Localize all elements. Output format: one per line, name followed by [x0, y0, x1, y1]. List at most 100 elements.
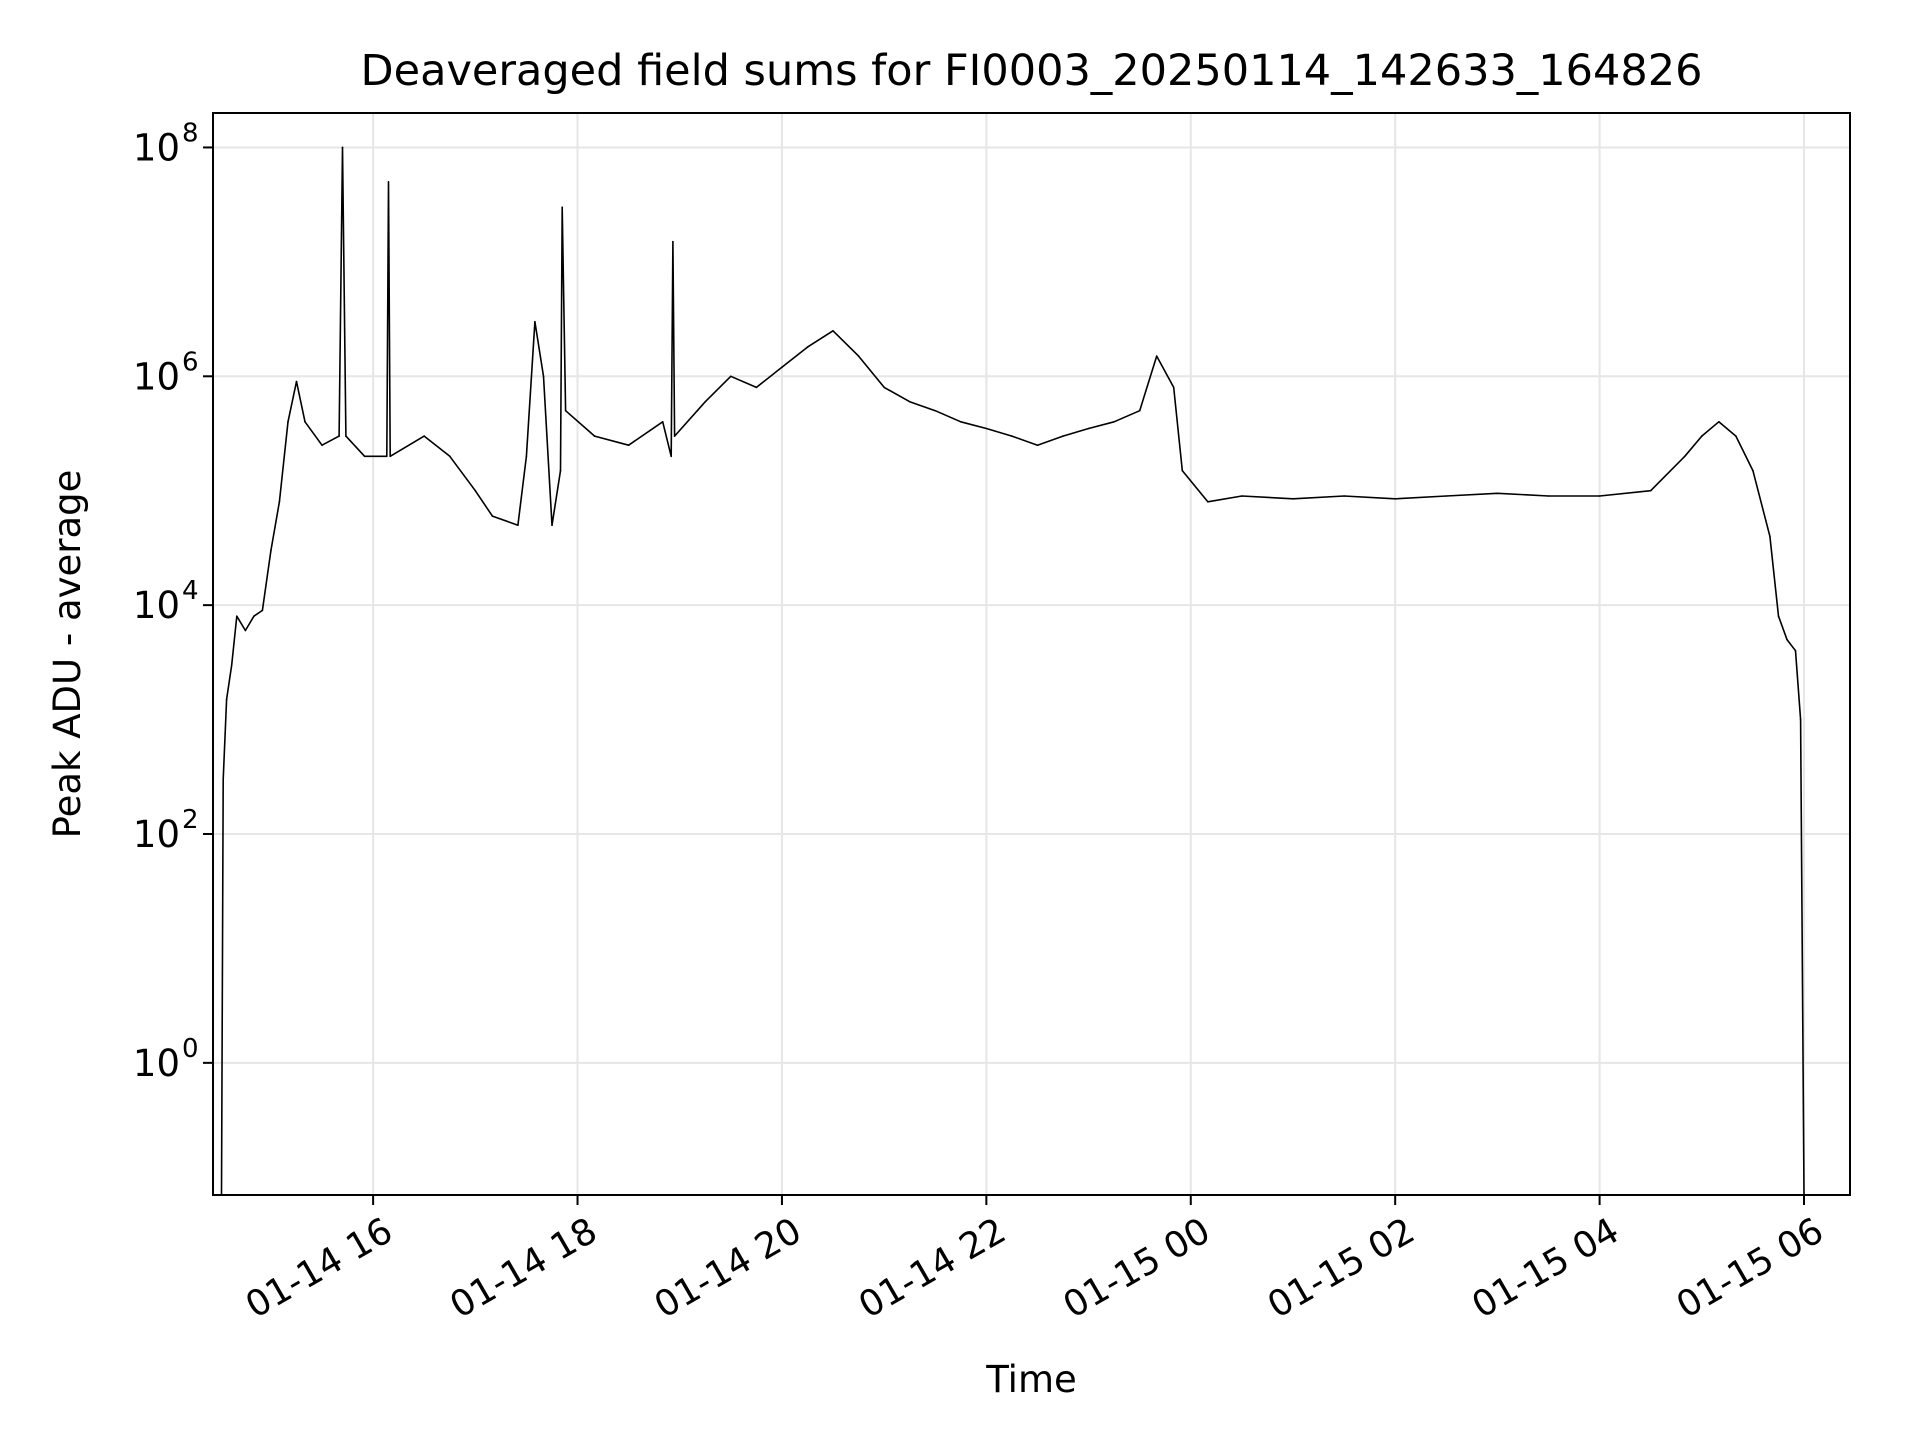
data-point — [1718, 421, 1720, 423]
data-point — [1394, 498, 1396, 500]
data-point — [755, 386, 758, 389]
data-point — [389, 455, 392, 458]
y-tick-base: 10 — [133, 813, 180, 856]
data-point — [1181, 469, 1184, 472]
data-point — [673, 435, 676, 437]
y-tick-base: 10 — [133, 584, 180, 627]
data-point — [236, 615, 238, 617]
data-point — [345, 435, 347, 437]
y-tick-label: 10 — [133, 584, 180, 627]
data-point — [564, 409, 567, 412]
data-point — [225, 698, 228, 701]
data-point — [1445, 495, 1448, 497]
data-point — [491, 515, 494, 517]
y-tick-exponent: 4 — [182, 576, 199, 606]
data-point — [1547, 495, 1550, 497]
data-point — [387, 181, 390, 183]
data-point — [1241, 495, 1243, 497]
data-point — [985, 427, 988, 430]
data-point — [672, 240, 674, 243]
data-point — [1172, 386, 1175, 389]
data-point — [474, 489, 477, 492]
y-axis-label: Peak ADU - average — [46, 470, 89, 839]
data-point — [934, 409, 937, 412]
y-tick-label: 10 — [133, 355, 180, 398]
data-point — [534, 320, 536, 323]
data-point — [730, 375, 732, 378]
data-point — [1649, 489, 1652, 492]
data-point — [857, 355, 860, 357]
data-point — [253, 615, 255, 617]
data-point — [304, 421, 306, 423]
data-point — [661, 421, 664, 423]
data-point — [559, 469, 562, 472]
data-point — [423, 435, 426, 437]
y-tick-label: 10 — [133, 813, 180, 856]
data-point — [363, 455, 366, 458]
data-point — [270, 549, 272, 552]
data-point — [627, 444, 630, 447]
data-point — [551, 524, 553, 526]
data-point — [960, 421, 962, 423]
data-point — [261, 609, 264, 612]
data-point — [908, 400, 911, 403]
data-point — [1062, 435, 1064, 437]
y-tick-label: 10 — [133, 126, 180, 169]
plot-frame — [212, 112, 1851, 1196]
data-point — [278, 501, 281, 503]
data-point — [806, 346, 809, 348]
data-point — [1794, 649, 1797, 652]
data-point — [222, 778, 224, 781]
data-point — [341, 146, 344, 149]
data-point — [1087, 427, 1090, 430]
grid-lines — [213, 113, 1850, 1195]
data-point — [525, 455, 528, 458]
data-point — [1777, 615, 1780, 617]
x-axis-label: Time — [985, 1358, 1077, 1401]
data-point — [449, 455, 451, 458]
data-point — [386, 455, 388, 458]
y-tick-exponent: 0 — [182, 1034, 199, 1064]
data-point — [670, 455, 672, 458]
data-point — [321, 444, 323, 447]
data-point — [542, 375, 545, 378]
data-point — [338, 435, 340, 437]
data-point — [1292, 498, 1294, 500]
data-point — [1496, 492, 1499, 495]
y-tick-exponent: 8 — [182, 118, 199, 148]
data-point — [704, 400, 707, 403]
data-point — [1799, 718, 1802, 721]
data-point — [1155, 355, 1158, 357]
data-point — [1138, 409, 1141, 412]
data-point — [1207, 501, 1209, 503]
data-point — [1752, 469, 1754, 472]
y-tick-exponent: 2 — [182, 805, 199, 835]
data-point — [883, 386, 885, 389]
data-point — [781, 366, 783, 369]
y-tick-base: 10 — [133, 1042, 180, 1085]
data-point — [287, 421, 289, 423]
data-point — [1701, 435, 1703, 437]
data-point — [295, 380, 298, 383]
data-point — [244, 629, 247, 632]
data-point — [1113, 421, 1115, 423]
y-tick-exponent: 6 — [182, 347, 199, 377]
data-point — [517, 524, 519, 526]
data-point — [1735, 435, 1737, 437]
data-point — [1343, 495, 1345, 497]
chart-title: Deaveraged field sums for FI0003_2025011… — [361, 46, 1703, 96]
data-point — [1036, 444, 1039, 447]
data-point — [1598, 495, 1601, 497]
data-point — [1786, 638, 1788, 641]
data-point — [561, 206, 563, 209]
data-point — [593, 435, 596, 437]
data-point — [1684, 455, 1686, 458]
y-tick-base: 10 — [133, 126, 180, 169]
y-tick-base: 10 — [133, 355, 180, 398]
y-tick-label: 10 — [133, 1042, 180, 1085]
data-point — [1011, 435, 1013, 437]
data-point — [1769, 535, 1771, 538]
data-point — [230, 664, 233, 666]
